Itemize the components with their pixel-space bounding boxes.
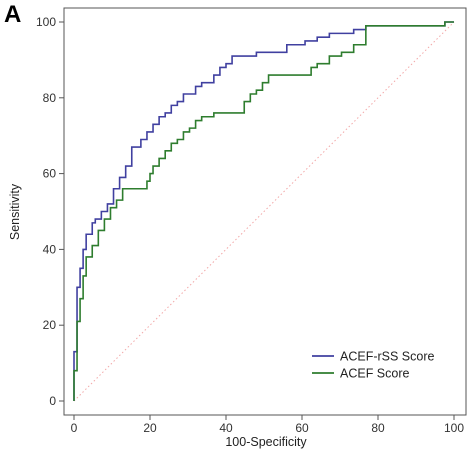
y-tick-label: 20 [43, 318, 57, 332]
legend: ACEF-rSS Score ACEF Score [312, 350, 435, 381]
x-tick-label: 60 [295, 421, 309, 435]
x-tick-label: 40 [219, 421, 233, 435]
y-tick-label: 80 [43, 91, 57, 105]
series-line-acef-score [73, 21, 454, 401]
y-tick-label: 100 [36, 15, 56, 29]
y-axis-ticks: 0 20 40 60 80 100 [36, 15, 64, 408]
y-tick-label: 60 [43, 167, 57, 181]
reference-diagonal-line [73, 21, 455, 402]
x-tick-label: 20 [143, 421, 157, 435]
y-tick-label: 0 [49, 394, 56, 408]
legend-entry-label: ACEF Score [340, 367, 410, 381]
plot-frame [63, 7, 467, 416]
reference-diagonal-layer [73, 21, 455, 402]
y-axis-label: Sensitivity [8, 183, 22, 240]
x-axis-label: 100-Specificity [225, 435, 307, 449]
y-tick-label: 40 [43, 242, 57, 256]
x-tick-label: 100 [444, 421, 464, 435]
panel-label: A [4, 1, 21, 28]
x-axis-ticks: 0 20 40 60 80 100 [71, 415, 464, 435]
series-layer [73, 21, 454, 401]
series-line-acef-rss-score [73, 21, 454, 401]
x-tick-label: 80 [371, 421, 385, 435]
x-tick-label: 0 [71, 421, 78, 435]
legend-entry-label: ACEF-rSS Score [340, 350, 435, 364]
